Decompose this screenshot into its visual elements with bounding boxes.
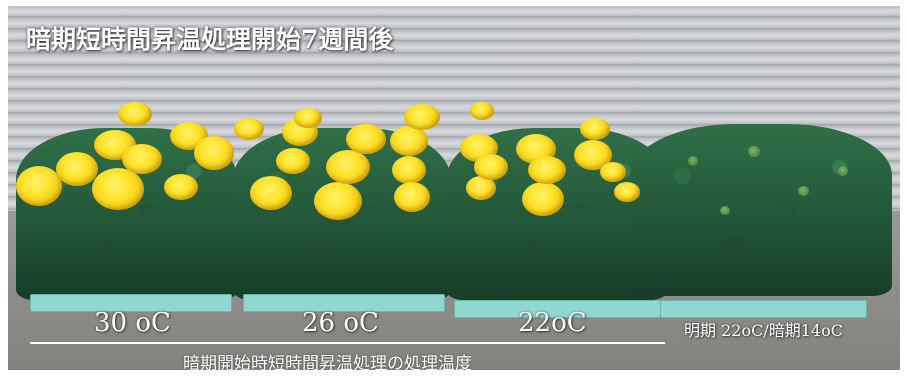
marigold-flower bbox=[164, 174, 198, 200]
flower-bud bbox=[798, 186, 809, 196]
marigold-flower bbox=[580, 118, 610, 140]
marigold-flower bbox=[118, 102, 152, 126]
figure-title: 暗期短時間昇温処理開始7週間後 bbox=[26, 25, 394, 54]
axis-caption: 暗期開始時短時間昇温処理の処理温度 bbox=[183, 354, 472, 370]
tray-30c bbox=[30, 294, 232, 312]
marigold-flower bbox=[122, 144, 162, 174]
marigold-flower bbox=[276, 148, 310, 174]
label-control: 明期 22oC/暗期14oC bbox=[684, 321, 843, 340]
flower-bud bbox=[688, 156, 698, 166]
marigold-flower bbox=[470, 102, 494, 120]
marigold-flower bbox=[600, 162, 626, 182]
bracket-line bbox=[30, 342, 665, 344]
tray-26c bbox=[243, 294, 445, 312]
marigold-flower bbox=[326, 150, 370, 184]
flower-bud bbox=[748, 146, 760, 157]
label-26c: 26 oC bbox=[302, 308, 379, 338]
marigold-flower bbox=[404, 104, 440, 130]
label-30c: 30 oC bbox=[94, 308, 171, 338]
marigold-flower bbox=[314, 182, 362, 220]
marigold-flower bbox=[394, 182, 430, 212]
flower-bud bbox=[838, 166, 848, 176]
marigold-flower bbox=[466, 176, 496, 200]
marigold-flower bbox=[16, 166, 62, 206]
marigold-flower bbox=[528, 156, 566, 184]
marigold-flower bbox=[294, 108, 322, 128]
marigold-flower bbox=[390, 126, 428, 156]
marigold-flower bbox=[194, 136, 234, 170]
marigold-flower bbox=[346, 124, 386, 154]
photo-scene: 暗期短時間昇温処理開始7週間後 30 oC 26 oC 22oC 明期 22oC… bbox=[8, 6, 900, 370]
tray-control bbox=[660, 300, 867, 318]
marigold-flower bbox=[614, 182, 640, 202]
marigold-flower bbox=[522, 182, 564, 216]
marigold-flower bbox=[392, 156, 426, 184]
label-22c: 22oC bbox=[518, 308, 587, 338]
flower-bud bbox=[720, 206, 730, 215]
marigold-flower bbox=[56, 152, 98, 186]
marigold-flower bbox=[250, 176, 292, 210]
marigold-flower bbox=[234, 118, 264, 140]
plant-group-control bbox=[630, 124, 892, 296]
marigold-flower bbox=[474, 154, 508, 180]
marigold-flower bbox=[92, 168, 144, 210]
